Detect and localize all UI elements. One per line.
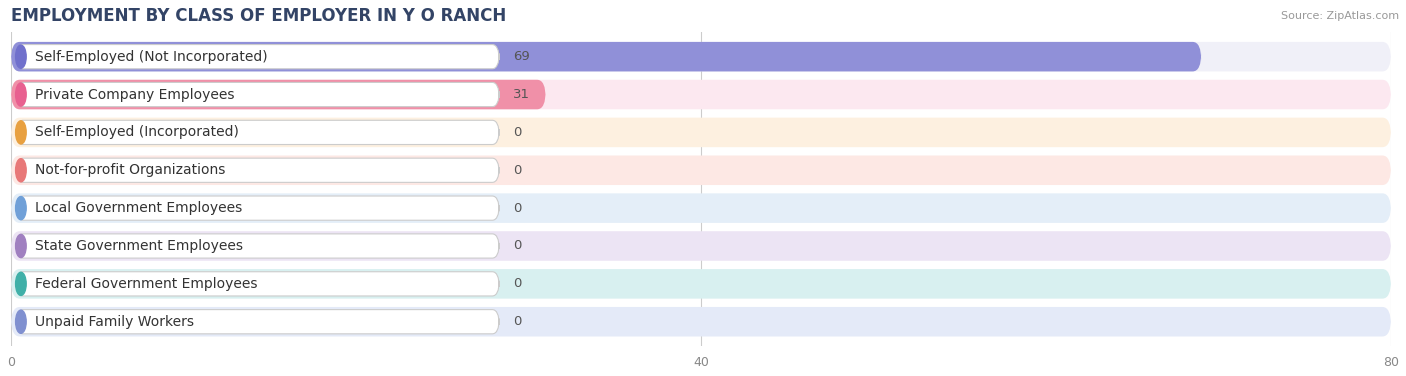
Circle shape — [15, 121, 27, 144]
FancyBboxPatch shape — [11, 42, 1391, 71]
Text: 31: 31 — [513, 88, 530, 101]
Text: 0: 0 — [513, 202, 522, 215]
FancyBboxPatch shape — [11, 118, 1391, 147]
Text: 0: 0 — [513, 164, 522, 177]
Circle shape — [15, 197, 27, 220]
Text: 69: 69 — [513, 50, 530, 63]
FancyBboxPatch shape — [15, 120, 499, 144]
FancyBboxPatch shape — [11, 80, 1391, 109]
Text: EMPLOYMENT BY CLASS OF EMPLOYER IN Y O RANCH: EMPLOYMENT BY CLASS OF EMPLOYER IN Y O R… — [11, 7, 506, 25]
Circle shape — [15, 310, 27, 334]
FancyBboxPatch shape — [15, 82, 499, 107]
Text: 0: 0 — [513, 240, 522, 253]
Text: Local Government Employees: Local Government Employees — [35, 201, 243, 215]
Text: Self-Employed (Not Incorporated): Self-Employed (Not Incorporated) — [35, 50, 269, 64]
Text: Unpaid Family Workers: Unpaid Family Workers — [35, 315, 194, 329]
Text: 0: 0 — [513, 126, 522, 139]
Text: Self-Employed (Incorporated): Self-Employed (Incorporated) — [35, 126, 239, 139]
FancyBboxPatch shape — [15, 158, 499, 182]
FancyBboxPatch shape — [11, 307, 1391, 337]
Circle shape — [15, 234, 27, 258]
FancyBboxPatch shape — [15, 45, 499, 69]
Circle shape — [15, 159, 27, 182]
Text: Not-for-profit Organizations: Not-for-profit Organizations — [35, 163, 226, 177]
FancyBboxPatch shape — [15, 196, 499, 220]
FancyBboxPatch shape — [11, 42, 1201, 71]
FancyBboxPatch shape — [11, 156, 1391, 185]
Text: Source: ZipAtlas.com: Source: ZipAtlas.com — [1281, 11, 1399, 21]
Text: State Government Employees: State Government Employees — [35, 239, 243, 253]
FancyBboxPatch shape — [11, 80, 546, 109]
Text: 0: 0 — [513, 277, 522, 290]
FancyBboxPatch shape — [11, 193, 1391, 223]
FancyBboxPatch shape — [11, 269, 1391, 299]
Text: 0: 0 — [513, 315, 522, 328]
Circle shape — [15, 272, 27, 296]
Circle shape — [15, 45, 27, 68]
FancyBboxPatch shape — [15, 234, 499, 258]
FancyBboxPatch shape — [15, 272, 499, 296]
Text: Private Company Employees: Private Company Employees — [35, 88, 235, 102]
Text: Federal Government Employees: Federal Government Employees — [35, 277, 257, 291]
Circle shape — [15, 83, 27, 106]
FancyBboxPatch shape — [11, 231, 1391, 261]
FancyBboxPatch shape — [15, 309, 499, 334]
